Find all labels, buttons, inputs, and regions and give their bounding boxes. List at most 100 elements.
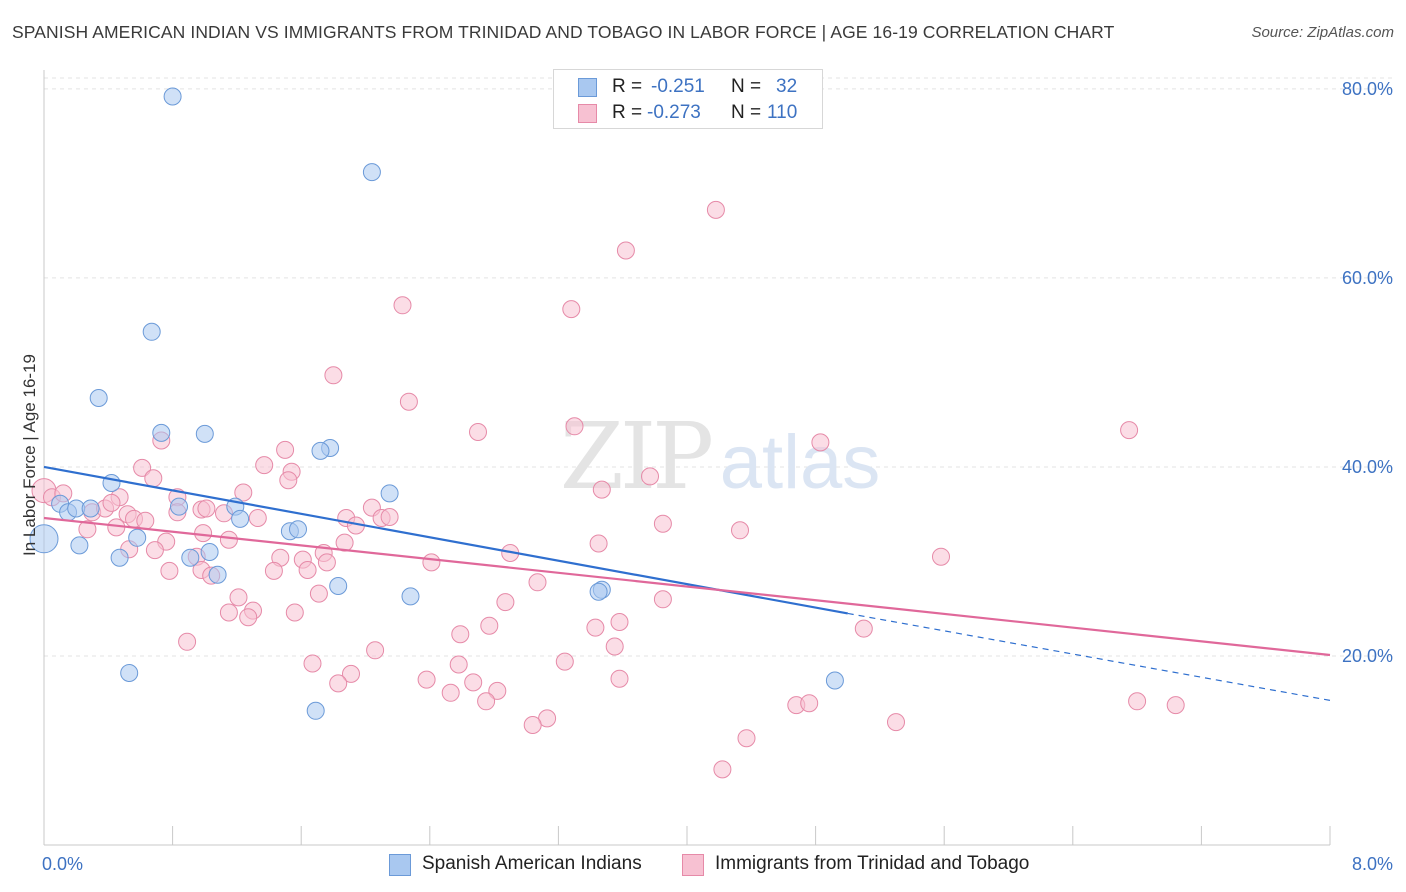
point-trinidad-tobago <box>653 514 672 533</box>
point-spanish-american-indians <box>231 509 250 528</box>
point-trinidad-tobago <box>441 683 460 702</box>
stats-legend-box: R = -0.251 N = 32 R = -0.273 N = 110 <box>553 69 823 129</box>
point-trinidad-tobago <box>255 456 274 475</box>
point-trinidad-tobago <box>303 654 322 673</box>
point-spanish-american-indians <box>200 543 219 561</box>
chart-legend: Spanish American Indians Immigrants from… <box>0 850 1406 880</box>
point-spanish-american-indians <box>110 548 129 567</box>
point-trinidad-tobago <box>464 673 483 692</box>
point-trinidad-tobago <box>488 681 507 700</box>
stats-swatch-blue <box>578 78 597 97</box>
trend-lines <box>43 465 1331 701</box>
point-trinidad-tobago <box>145 541 164 560</box>
stats-r-value: -0.273 <box>647 102 701 123</box>
point-trinidad-tobago <box>887 713 905 732</box>
point-trinidad-tobago <box>610 669 629 688</box>
point-trinidad-tobago <box>565 417 584 436</box>
point-spanish-american-indians <box>208 565 227 584</box>
point-spanish-american-indians <box>380 484 399 503</box>
point-trinidad-tobago <box>555 652 574 671</box>
point-trinidad-tobago <box>706 200 725 219</box>
gridlines <box>44 77 1395 657</box>
point-trinidad-tobago <box>102 493 121 512</box>
point-trinidad-tobago <box>197 499 216 518</box>
axes <box>43 70 1331 846</box>
point-trinidad-tobago <box>469 423 487 441</box>
point-trinidad-tobago <box>380 508 399 526</box>
point-trinidad-tobago <box>133 458 152 477</box>
point-trinidad-tobago <box>523 716 542 734</box>
point-spanish-american-indians <box>102 474 121 492</box>
point-trinidad-tobago <box>78 520 97 539</box>
legend-swatch-blue <box>389 854 411 876</box>
stats-r-label: R = <box>612 76 643 97</box>
point-trinidad-tobago <box>219 530 238 549</box>
watermark: ZIP atlas <box>560 403 880 510</box>
point-spanish-american-indians <box>195 424 214 443</box>
point-trinidad-tobago <box>605 637 624 656</box>
point-trinidad-tobago <box>589 534 608 553</box>
point-trinidad-tobago <box>317 553 336 572</box>
stats-swatch-pink <box>578 104 597 123</box>
point-trinidad-tobago <box>616 241 635 260</box>
point-trinidad-tobago <box>329 674 348 693</box>
stats-n-label: N = <box>731 76 762 97</box>
point-trinidad-tobago <box>1128 692 1147 711</box>
point-spanish-american-indians <box>163 87 182 106</box>
point-trinidad-tobago <box>342 664 360 683</box>
point-spanish-american-indians <box>120 664 139 682</box>
point-trinidad-tobago <box>811 433 830 452</box>
point-trinidad-tobago <box>399 392 418 411</box>
legend-label: Immigrants from Trinidad and Tobago <box>715 853 1030 874</box>
point-spanish-american-indians <box>589 582 608 601</box>
point-trinidad-tobago <box>1120 421 1139 440</box>
point-trinidad-tobago <box>610 613 629 631</box>
point-trinidad-tobago <box>480 616 499 635</box>
point-spanish-american-indians <box>70 536 89 555</box>
point-trinidad-tobago <box>528 573 547 592</box>
point-spanish-american-indians <box>29 524 59 554</box>
point-trinidad-tobago <box>713 760 732 779</box>
point-trinidad-tobago <box>932 547 950 566</box>
point-trinidad-tobago <box>641 467 659 486</box>
watermark-atlas: atlas <box>720 420 881 505</box>
point-trinidad-tobago <box>298 561 317 579</box>
point-trinidad-tobago <box>276 440 295 459</box>
point-trinidad-tobago <box>586 618 605 637</box>
chart-source: Source: ZipAtlas.com <box>1251 24 1394 41</box>
stats-row-spanish-american-indians: R = -0.251 N = 32 <box>554 75 822 101</box>
point-trinidad-tobago <box>309 584 328 603</box>
point-trinidad-tobago <box>219 603 238 622</box>
stats-r-value: -0.251 <box>651 76 705 97</box>
point-trinidad-tobago <box>393 296 412 315</box>
point-trinidad-tobago <box>324 366 343 385</box>
point-spanish-american-indians <box>329 577 348 595</box>
point-trinidad-tobago <box>477 692 496 711</box>
point-trinidad-tobago <box>234 483 253 502</box>
point-spanish-american-indians <box>289 520 307 539</box>
point-spanish-american-indians <box>89 389 108 407</box>
point-trinidad-tobago <box>194 524 213 543</box>
point-trinidad-tobago <box>248 509 267 527</box>
legend-label: Spanish American Indians <box>422 853 642 874</box>
y-axis-title: In Labor Force | Age 16-19 <box>20 354 39 556</box>
point-trinidad-tobago <box>279 471 298 490</box>
point-trinidad-tobago <box>562 300 581 319</box>
stats-r-label: R = <box>612 102 643 123</box>
point-spanish-american-indians <box>142 322 161 341</box>
x-tick-label-start: 0.0% <box>42 854 83 874</box>
x-tick-label-end: 8.0% <box>1352 854 1393 874</box>
point-trinidad-tobago <box>366 641 385 660</box>
point-spanish-american-indians <box>306 701 325 720</box>
point-spanish-american-indians <box>362 163 381 182</box>
point-trinidad-tobago <box>800 694 819 713</box>
point-trinidad-tobago <box>653 590 672 609</box>
stats-n-value: 32 <box>776 76 798 97</box>
point-trinidad-tobago <box>731 521 749 540</box>
point-trinidad-tobago <box>239 608 258 627</box>
point-spanish-american-indians <box>825 671 844 690</box>
chart-title: SPANISH AMERICAN INDIAN VS IMMIGRANTS FR… <box>12 22 1115 42</box>
point-spanish-american-indians <box>311 441 330 460</box>
stats-row-trinidad-tobago: R = -0.273 N = 110 <box>554 101 822 127</box>
